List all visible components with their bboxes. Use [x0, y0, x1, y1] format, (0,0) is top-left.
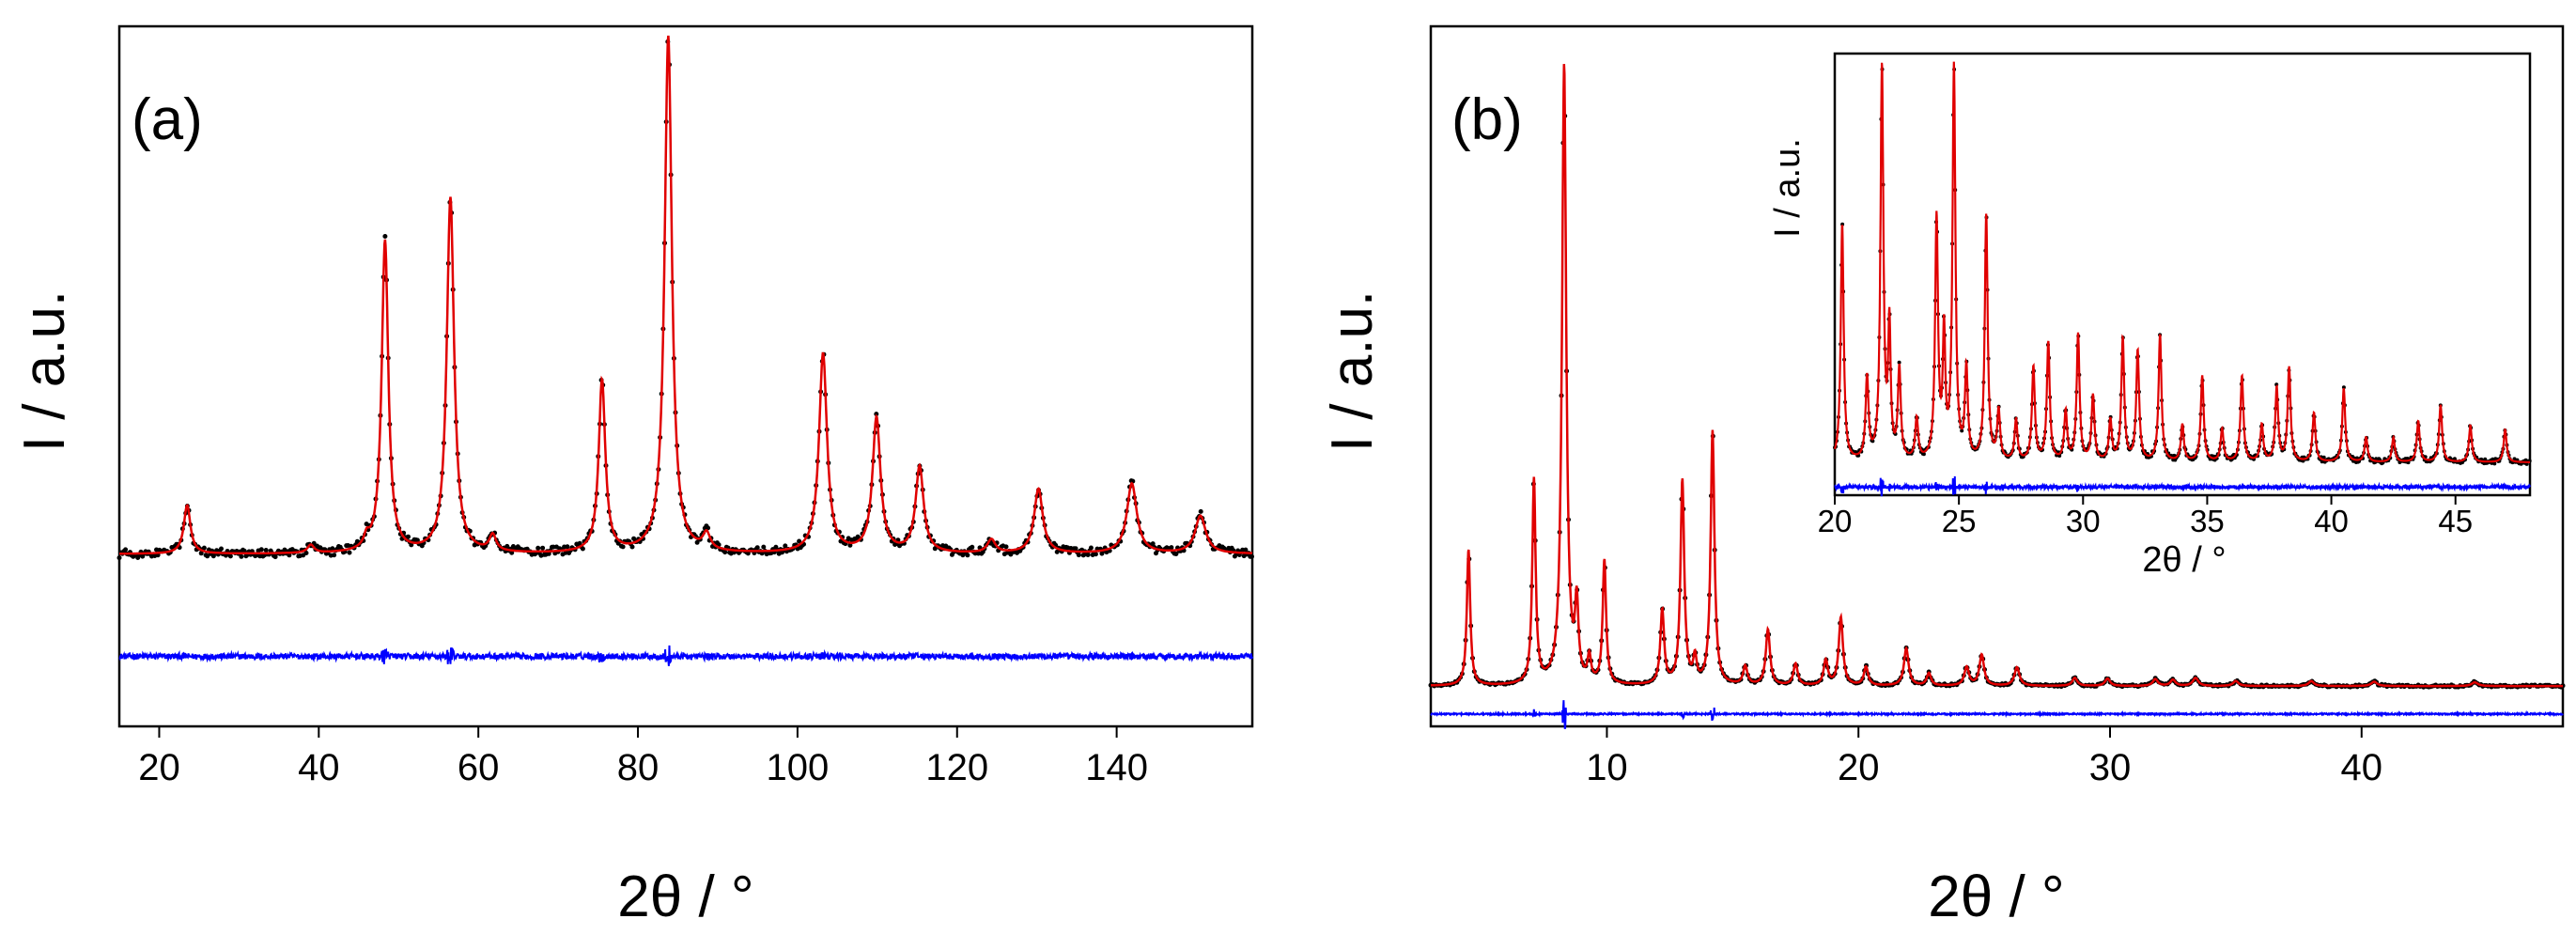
panel-a-x-axis-title: 2θ / ° — [617, 864, 753, 929]
panel-a-y-axis-title: I / a.u. — [12, 290, 77, 452]
inset-frame — [1833, 52, 2532, 497]
panel-a-observed-points — [116, 39, 1255, 561]
panel-a-x-tick-label: 20 — [138, 747, 180, 788]
panel-a: (a) I / a.u. 2θ / ° 20 40 60 80 100 120 … — [12, 24, 1255, 929]
inset-x-tick-label: 25 — [1942, 504, 1977, 538]
panel-b-x-tick-label: 40 — [2341, 747, 2383, 788]
panel-b-x-ticks — [1606, 726, 2363, 738]
panel-b-calculated-curve — [1431, 64, 2563, 688]
panel-a-x-tick-labels: 20 40 60 80 100 120 140 — [138, 747, 1148, 788]
panel-a-calculated-curve — [119, 35, 1253, 555]
panel-a-label: (a) — [132, 87, 203, 152]
inset-calculated-curve — [1833, 61, 2530, 463]
panel-b-difference-curve — [1430, 700, 2564, 730]
panel-b-frame — [1429, 24, 2565, 728]
inset-x-ticks — [1834, 495, 2457, 505]
panel-b-y-axis-title: I / a.u. — [1320, 290, 1385, 452]
panel-b: (b) I / a.u. 2θ / ° 10 20 30 40 I / a.u.… — [1320, 24, 2566, 929]
inset-x-tick-labels: 20 25 30 35 40 45 — [1818, 504, 2473, 538]
panel-a-difference-curve — [118, 645, 1253, 666]
panel-a-x-ticks — [158, 726, 1118, 738]
inset-x-tick-label: 35 — [2190, 504, 2225, 538]
inset-x-tick-label: 20 — [1818, 504, 1853, 538]
inset-x-tick-label: 45 — [2438, 504, 2473, 538]
panel-a-frame — [117, 24, 1254, 728]
panel-b-x-tick-label: 10 — [1586, 747, 1628, 788]
panel-a-x-tick-label: 140 — [1085, 747, 1148, 788]
panel-a-x-tick-label: 100 — [767, 747, 830, 788]
panel-a-x-tick-label: 80 — [617, 747, 660, 788]
panel-b-inset: I / a.u. 2θ / ° 20 25 30 35 40 45 — [1768, 52, 2532, 580]
panel-b-x-tick-label: 30 — [2089, 747, 2132, 788]
inset-x-tick-label: 40 — [2314, 504, 2349, 538]
panel-a-x-tick-label: 120 — [925, 747, 988, 788]
panel-b-x-tick-labels: 10 20 30 40 — [1586, 747, 2382, 788]
panel-b-label: (b) — [1451, 87, 1523, 152]
inset-difference-curve — [1834, 475, 2531, 497]
inset-x-tick-label: 30 — [2066, 504, 2101, 538]
inset-x-axis-title: 2θ / ° — [2142, 540, 2226, 580]
panel-a-x-tick-label: 60 — [458, 747, 500, 788]
panel-a-x-tick-label: 40 — [298, 747, 340, 788]
panel-b-x-tick-label: 20 — [1838, 747, 1880, 788]
panel-b-x-axis-title: 2θ / ° — [1928, 864, 2064, 929]
inset-y-axis-title: I / a.u. — [1768, 138, 1808, 238]
